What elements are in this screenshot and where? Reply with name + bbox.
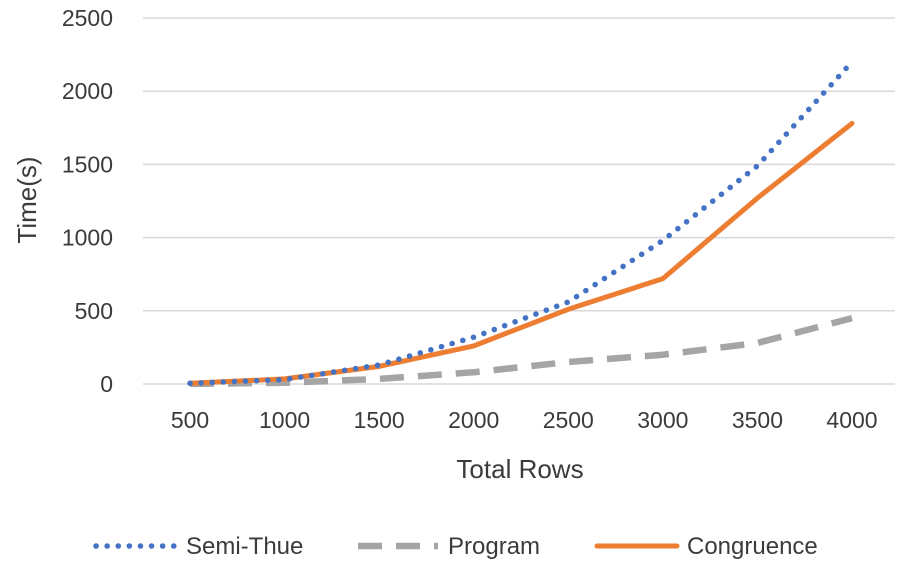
series-line-semi-thue: [187, 59, 855, 387]
y-tick-label: 2000: [62, 78, 113, 104]
series-line-congruence: [187, 120, 855, 386]
y-tick-label: 1000: [62, 225, 113, 251]
y-tick-label: 500: [75, 298, 113, 324]
x-axis-ticks: 500 1000 1500 2000 2500 3000 3500 4000: [171, 407, 878, 433]
x-tick-label: 4000: [826, 407, 877, 433]
x-tick-label: 3500: [732, 407, 783, 433]
x-tick-label: 500: [171, 407, 209, 433]
x-tick-label: 2500: [543, 407, 594, 433]
y-axis-title: Time(s): [12, 156, 42, 243]
y-tick-label: 2500: [62, 5, 113, 31]
gridlines: [143, 17, 895, 385]
legend-label-congruence: Congruence: [687, 533, 818, 560]
x-tick-label: 3000: [637, 407, 688, 433]
x-tick-label: 1500: [354, 407, 405, 433]
legend: Semi-Thue Program Congruence: [93, 533, 818, 560]
y-tick-label: 1500: [62, 151, 113, 177]
y-axis-ticks: 0 500 1000 1500 2000 2500: [62, 5, 113, 397]
y-tick-label: 0: [100, 371, 113, 397]
x-tick-label: 2000: [448, 407, 499, 433]
x-axis-title: Total Rows: [456, 454, 583, 484]
legend-label-semi-thue: Semi-Thue: [186, 533, 303, 560]
series-lines: [187, 59, 855, 388]
legend-label-program: Program: [448, 533, 540, 560]
series-line-program: [189, 314, 853, 388]
x-tick-label: 1000: [259, 407, 310, 433]
